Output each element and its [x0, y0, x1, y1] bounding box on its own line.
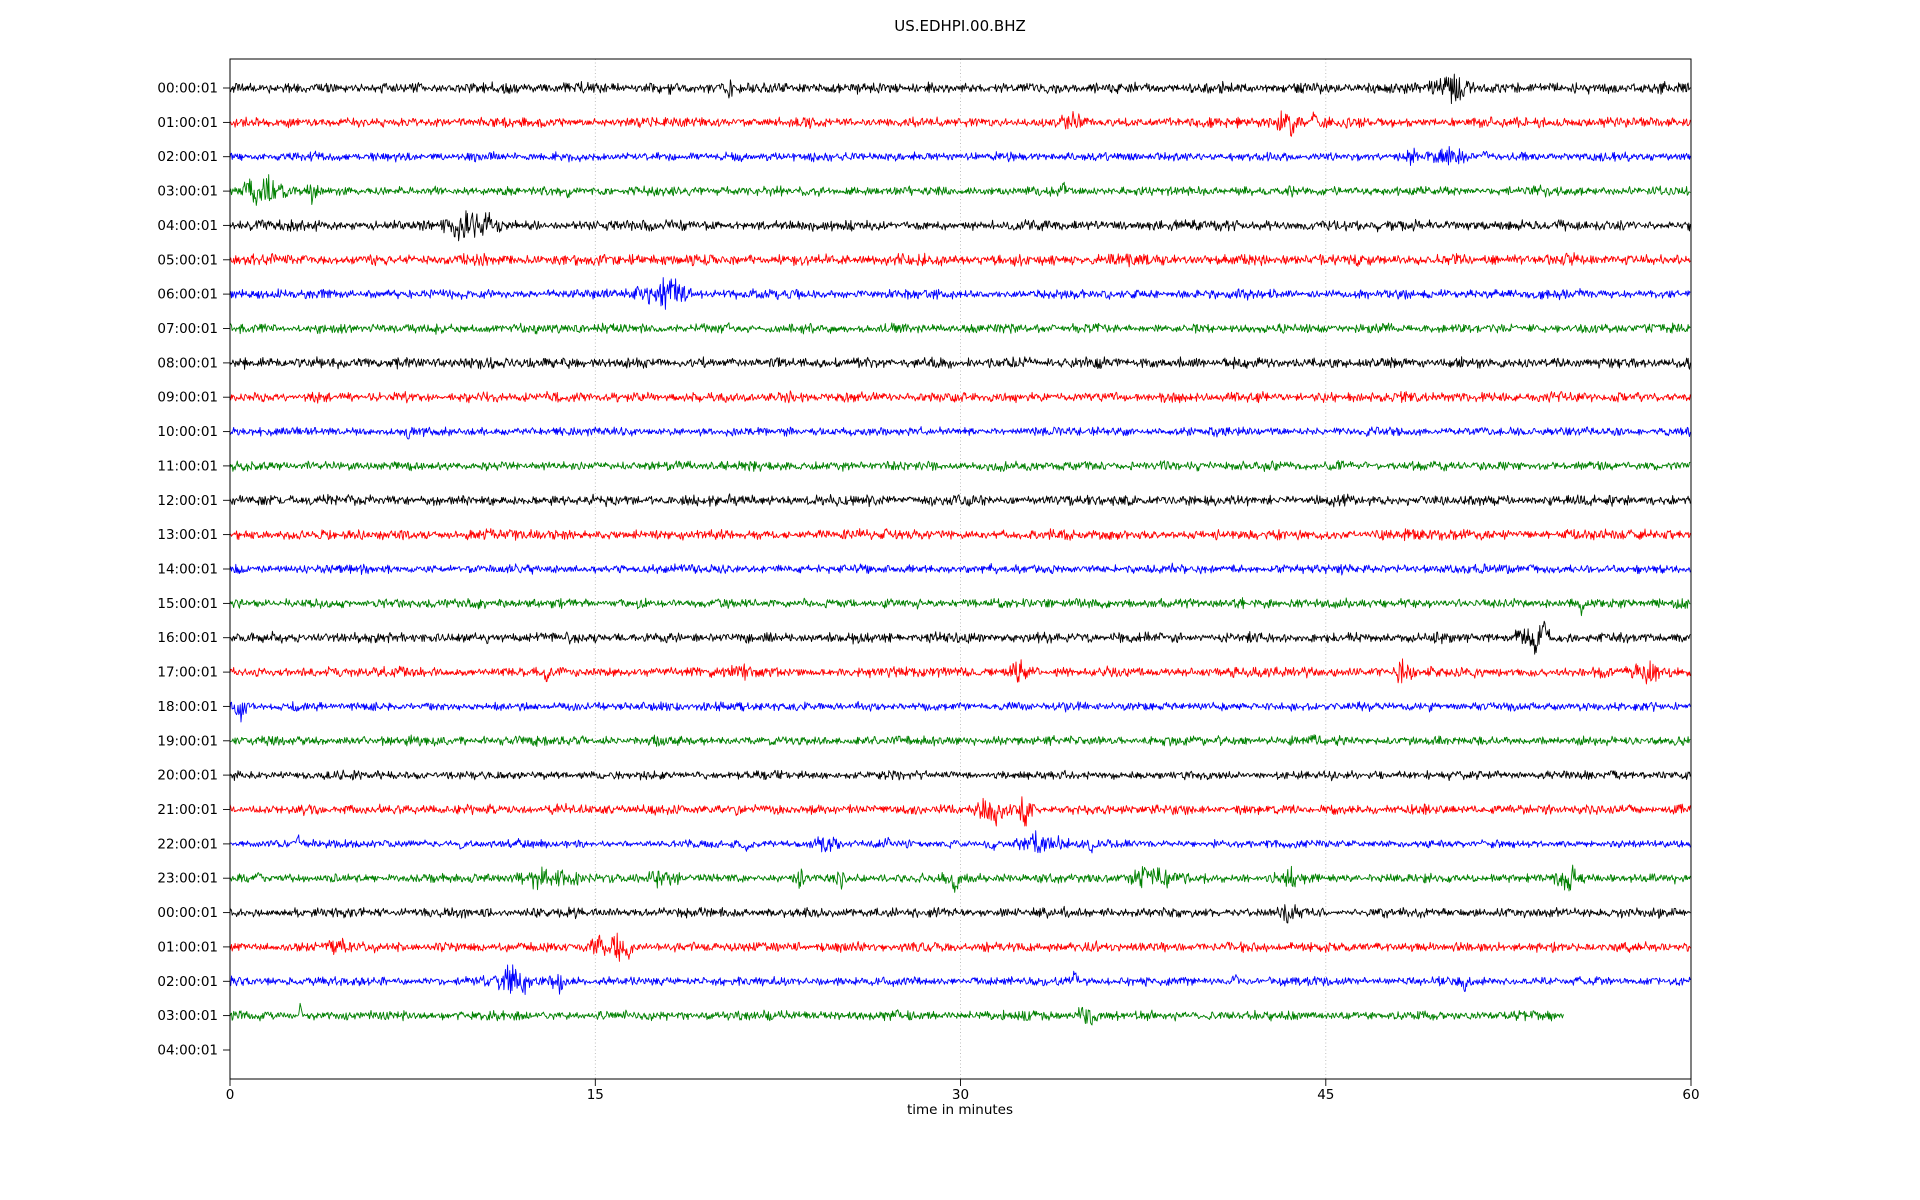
y-tick-label: 16:00:01	[157, 630, 218, 646]
trace-row-15	[229, 597, 1691, 617]
trace-row-26	[229, 964, 1691, 995]
x-tick-label: 60	[1682, 1087, 1699, 1103]
trace-row-9	[229, 390, 1691, 404]
trace-row-13	[229, 528, 1691, 542]
trace-row-5	[229, 252, 1691, 268]
x-tick-label: 0	[226, 1087, 235, 1103]
trace-row-17	[229, 658, 1691, 685]
trace-row-20	[229, 769, 1691, 782]
y-tick-label: 03:00:01	[157, 184, 218, 200]
trace-row-10	[229, 426, 1691, 440]
trace-row-23	[229, 864, 1691, 893]
trace-row-22	[229, 830, 1691, 854]
x-tick-label: 45	[1317, 1087, 1334, 1103]
x-tick-label: 30	[952, 1087, 969, 1103]
trace-row-16	[229, 620, 1691, 655]
y-tick-label: 02:00:01	[157, 974, 218, 990]
y-tick-label: 10:00:01	[157, 424, 218, 440]
figure-title: US.EDHPI.00.BHZ	[894, 17, 1026, 35]
y-tick-label: 18:00:01	[157, 699, 218, 715]
trace-row-7	[229, 322, 1691, 335]
y-tick-label: 02:00:01	[157, 149, 218, 165]
y-tick-label: 09:00:01	[157, 390, 218, 406]
trace-row-1	[229, 110, 1691, 137]
trace-row-2	[229, 145, 1691, 166]
y-tick-label: 23:00:01	[157, 871, 218, 887]
y-tick-label: 05:00:01	[157, 252, 218, 268]
x-axis-label: time in minutes	[906, 1102, 1014, 1118]
y-tick-label: 20:00:01	[157, 768, 218, 784]
y-tick-label: 11:00:01	[157, 458, 218, 474]
y-tick-label: 14:00:01	[157, 562, 218, 578]
y-tick-label: 01:00:01	[157, 115, 218, 131]
y-tick-label: 17:00:01	[157, 665, 218, 681]
y-tick-label: 06:00:01	[157, 287, 218, 303]
y-tick-label: 19:00:01	[157, 733, 218, 749]
y-tick-label: 12:00:01	[157, 493, 218, 509]
y-tick-label: 00:00:01	[157, 905, 218, 921]
trace-row-19	[229, 734, 1691, 747]
trace-row-6	[229, 277, 1691, 310]
trace-row-21	[229, 796, 1691, 827]
trace-row-27	[229, 1002, 1565, 1026]
trace-row-12	[229, 493, 1691, 508]
y-tick-label: 15:00:01	[157, 596, 218, 612]
x-tick-label: 15	[587, 1087, 604, 1103]
trace-row-25	[229, 932, 1691, 962]
y-tick-label: 21:00:01	[157, 802, 218, 818]
trace-row-3	[229, 174, 1691, 206]
y-tick-label: 00:00:01	[157, 81, 218, 97]
y-tick-label: 13:00:01	[157, 527, 218, 543]
y-tick-label: 04:00:01	[157, 1043, 218, 1059]
trace-row-14	[229, 562, 1691, 576]
trace-row-24	[229, 904, 1691, 924]
trace-row-18	[229, 701, 1691, 723]
trace-row-8	[229, 356, 1691, 370]
trace-row-4	[229, 210, 1691, 242]
y-tick-label: 01:00:01	[157, 939, 218, 955]
trace-row-11	[229, 460, 1691, 473]
y-tick-label: 08:00:01	[157, 355, 218, 371]
y-tick-label: 03:00:01	[157, 1008, 218, 1024]
y-tick-label: 07:00:01	[157, 321, 218, 337]
plot-border	[229, 58, 1692, 1080]
y-tick-label: 04:00:01	[157, 218, 218, 234]
y-tick-label: 22:00:01	[157, 836, 218, 852]
trace-row-0	[229, 73, 1691, 105]
